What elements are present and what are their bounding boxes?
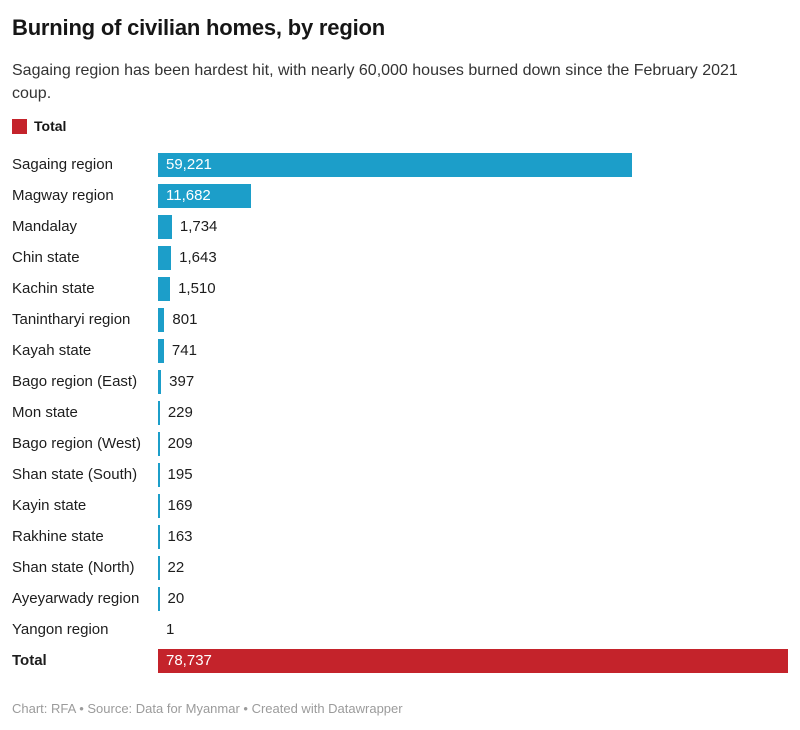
value-bar[interactable] <box>158 462 160 487</box>
bar-area: 11,682 <box>158 183 788 208</box>
value-bar[interactable] <box>158 214 172 239</box>
bar-area: 22 <box>158 555 788 580</box>
bar-area: 1,734 <box>158 214 788 239</box>
total-bar[interactable] <box>158 648 788 673</box>
bar-area: 59,221 <box>158 152 788 177</box>
bar-area: 169 <box>158 493 788 518</box>
chart-footer: Chart: RFA • Source: Data for Myanmar • … <box>12 701 403 716</box>
bar-area: 1,510 <box>158 276 788 301</box>
chart-row: Total 78,737 <box>12 645 788 676</box>
legend: Total <box>12 118 788 134</box>
row-label: Shan state (South) <box>12 466 138 483</box>
value-bar[interactable] <box>158 152 632 177</box>
chart-row: Bago region (West) 209 <box>12 428 788 459</box>
chart-subtitle: Sagaing region has been hardest hit, wit… <box>12 62 738 102</box>
chart-row: Sagaing region 59,221 <box>12 149 788 180</box>
bar-area: 801 <box>158 307 788 332</box>
value-bar[interactable] <box>158 400 160 425</box>
value-bar[interactable] <box>158 493 160 518</box>
chart-row: Shan state (North) 22 <box>12 552 788 583</box>
value-label: 229 <box>167 403 193 421</box>
value-bar[interactable] <box>158 183 252 208</box>
bar-area: 20 <box>158 586 788 611</box>
chart-rows: Sagaing region 59,221 Magway region 11,682 M… <box>12 149 788 676</box>
value-bar[interactable] <box>158 369 162 394</box>
chart-title: Burning of civilian homes, by region <box>12 15 385 40</box>
value-bar[interactable] <box>158 524 160 549</box>
value-label: 20 <box>167 589 185 607</box>
chart-row: Shan state (South) 195 <box>12 459 788 490</box>
value-label: 801 <box>172 310 198 328</box>
chart-container: Burning of civilian homes, by region Sag… <box>12 15 788 676</box>
value-bar[interactable] <box>158 276 171 301</box>
bar-area: 229 <box>158 400 788 425</box>
value-label: 397 <box>169 372 195 390</box>
row-label: Total <box>12 652 47 669</box>
bar-area: 741 <box>158 338 788 363</box>
chart-row: Kachin state 1,510 <box>12 273 788 304</box>
row-label: Kayin state <box>12 497 87 514</box>
row-label: Ayeyarwady region <box>12 590 140 607</box>
value-bar[interactable] <box>158 431 160 456</box>
value-label: 1,734 <box>179 217 218 235</box>
row-label: Mon state <box>12 404 78 421</box>
chart-row: Mon state 229 <box>12 397 788 428</box>
value-label: 169 <box>167 496 193 514</box>
chart-row: Kayin state 169 <box>12 490 788 521</box>
chart-row: Yangon region 1 <box>12 614 788 645</box>
value-label: 11,682 <box>166 186 211 204</box>
bar-area: 78,737 <box>158 648 788 673</box>
row-label: Magway region <box>12 187 114 204</box>
row-label: Yangon region <box>12 621 109 638</box>
chart-row: Kayah state 741 <box>12 335 788 366</box>
bar-area: 195 <box>158 462 788 487</box>
value-label: 1 <box>166 620 175 638</box>
bar-chart: Sagaing region 59,221 Magway region 11,682 M… <box>12 149 788 676</box>
bar-area: 163 <box>158 524 788 549</box>
chart-row: Magway region 11,682 <box>12 180 788 211</box>
chart-row: Bago region (East) 397 <box>12 366 788 397</box>
value-bar[interactable] <box>158 245 172 270</box>
value-label: 741 <box>171 341 197 359</box>
row-label: Kayah state <box>12 342 92 359</box>
value-bar[interactable] <box>158 338 164 363</box>
value-bar[interactable] <box>158 586 160 611</box>
chart-row: Ayeyarwady region 20 <box>12 583 788 614</box>
legend-swatch-total <box>12 118 27 134</box>
value-label: 1,510 <box>178 279 216 297</box>
value-label: 78,737 <box>166 651 212 669</box>
chart-row: Tanintharyi region 801 <box>12 304 788 335</box>
value-label: 209 <box>167 434 193 452</box>
row-label: Sagaing region <box>12 156 113 173</box>
chart-row: Chin state 1,643 <box>12 242 788 273</box>
row-label: Tanintharyi region <box>12 311 131 328</box>
row-label: Kachin state <box>12 280 95 297</box>
row-label: Bago region (East) <box>12 373 138 390</box>
value-label: 59,221 <box>166 155 212 173</box>
bar-area: 209 <box>158 431 788 456</box>
value-bar[interactable] <box>158 555 160 580</box>
value-label: 163 <box>167 527 193 545</box>
row-label: Rakhine state <box>12 528 104 545</box>
row-label: Chin state <box>12 249 80 266</box>
row-label: Mandalay <box>12 218 78 235</box>
bar-area: 397 <box>158 369 788 394</box>
bar-area: 1 <box>158 618 788 642</box>
value-label: 1,643 <box>179 248 217 266</box>
row-label: Shan state (North) <box>12 559 135 576</box>
value-label: 22 <box>167 558 185 576</box>
legend-label: Total <box>34 118 67 134</box>
chart-row: Mandalay 1,734 <box>12 211 788 242</box>
row-label: Bago region (West) <box>12 435 141 452</box>
chart-row: Rakhine state 163 <box>12 521 788 552</box>
value-bar[interactable] <box>158 307 165 332</box>
value-label: 195 <box>167 465 193 483</box>
bar-area: 1,643 <box>158 245 788 270</box>
